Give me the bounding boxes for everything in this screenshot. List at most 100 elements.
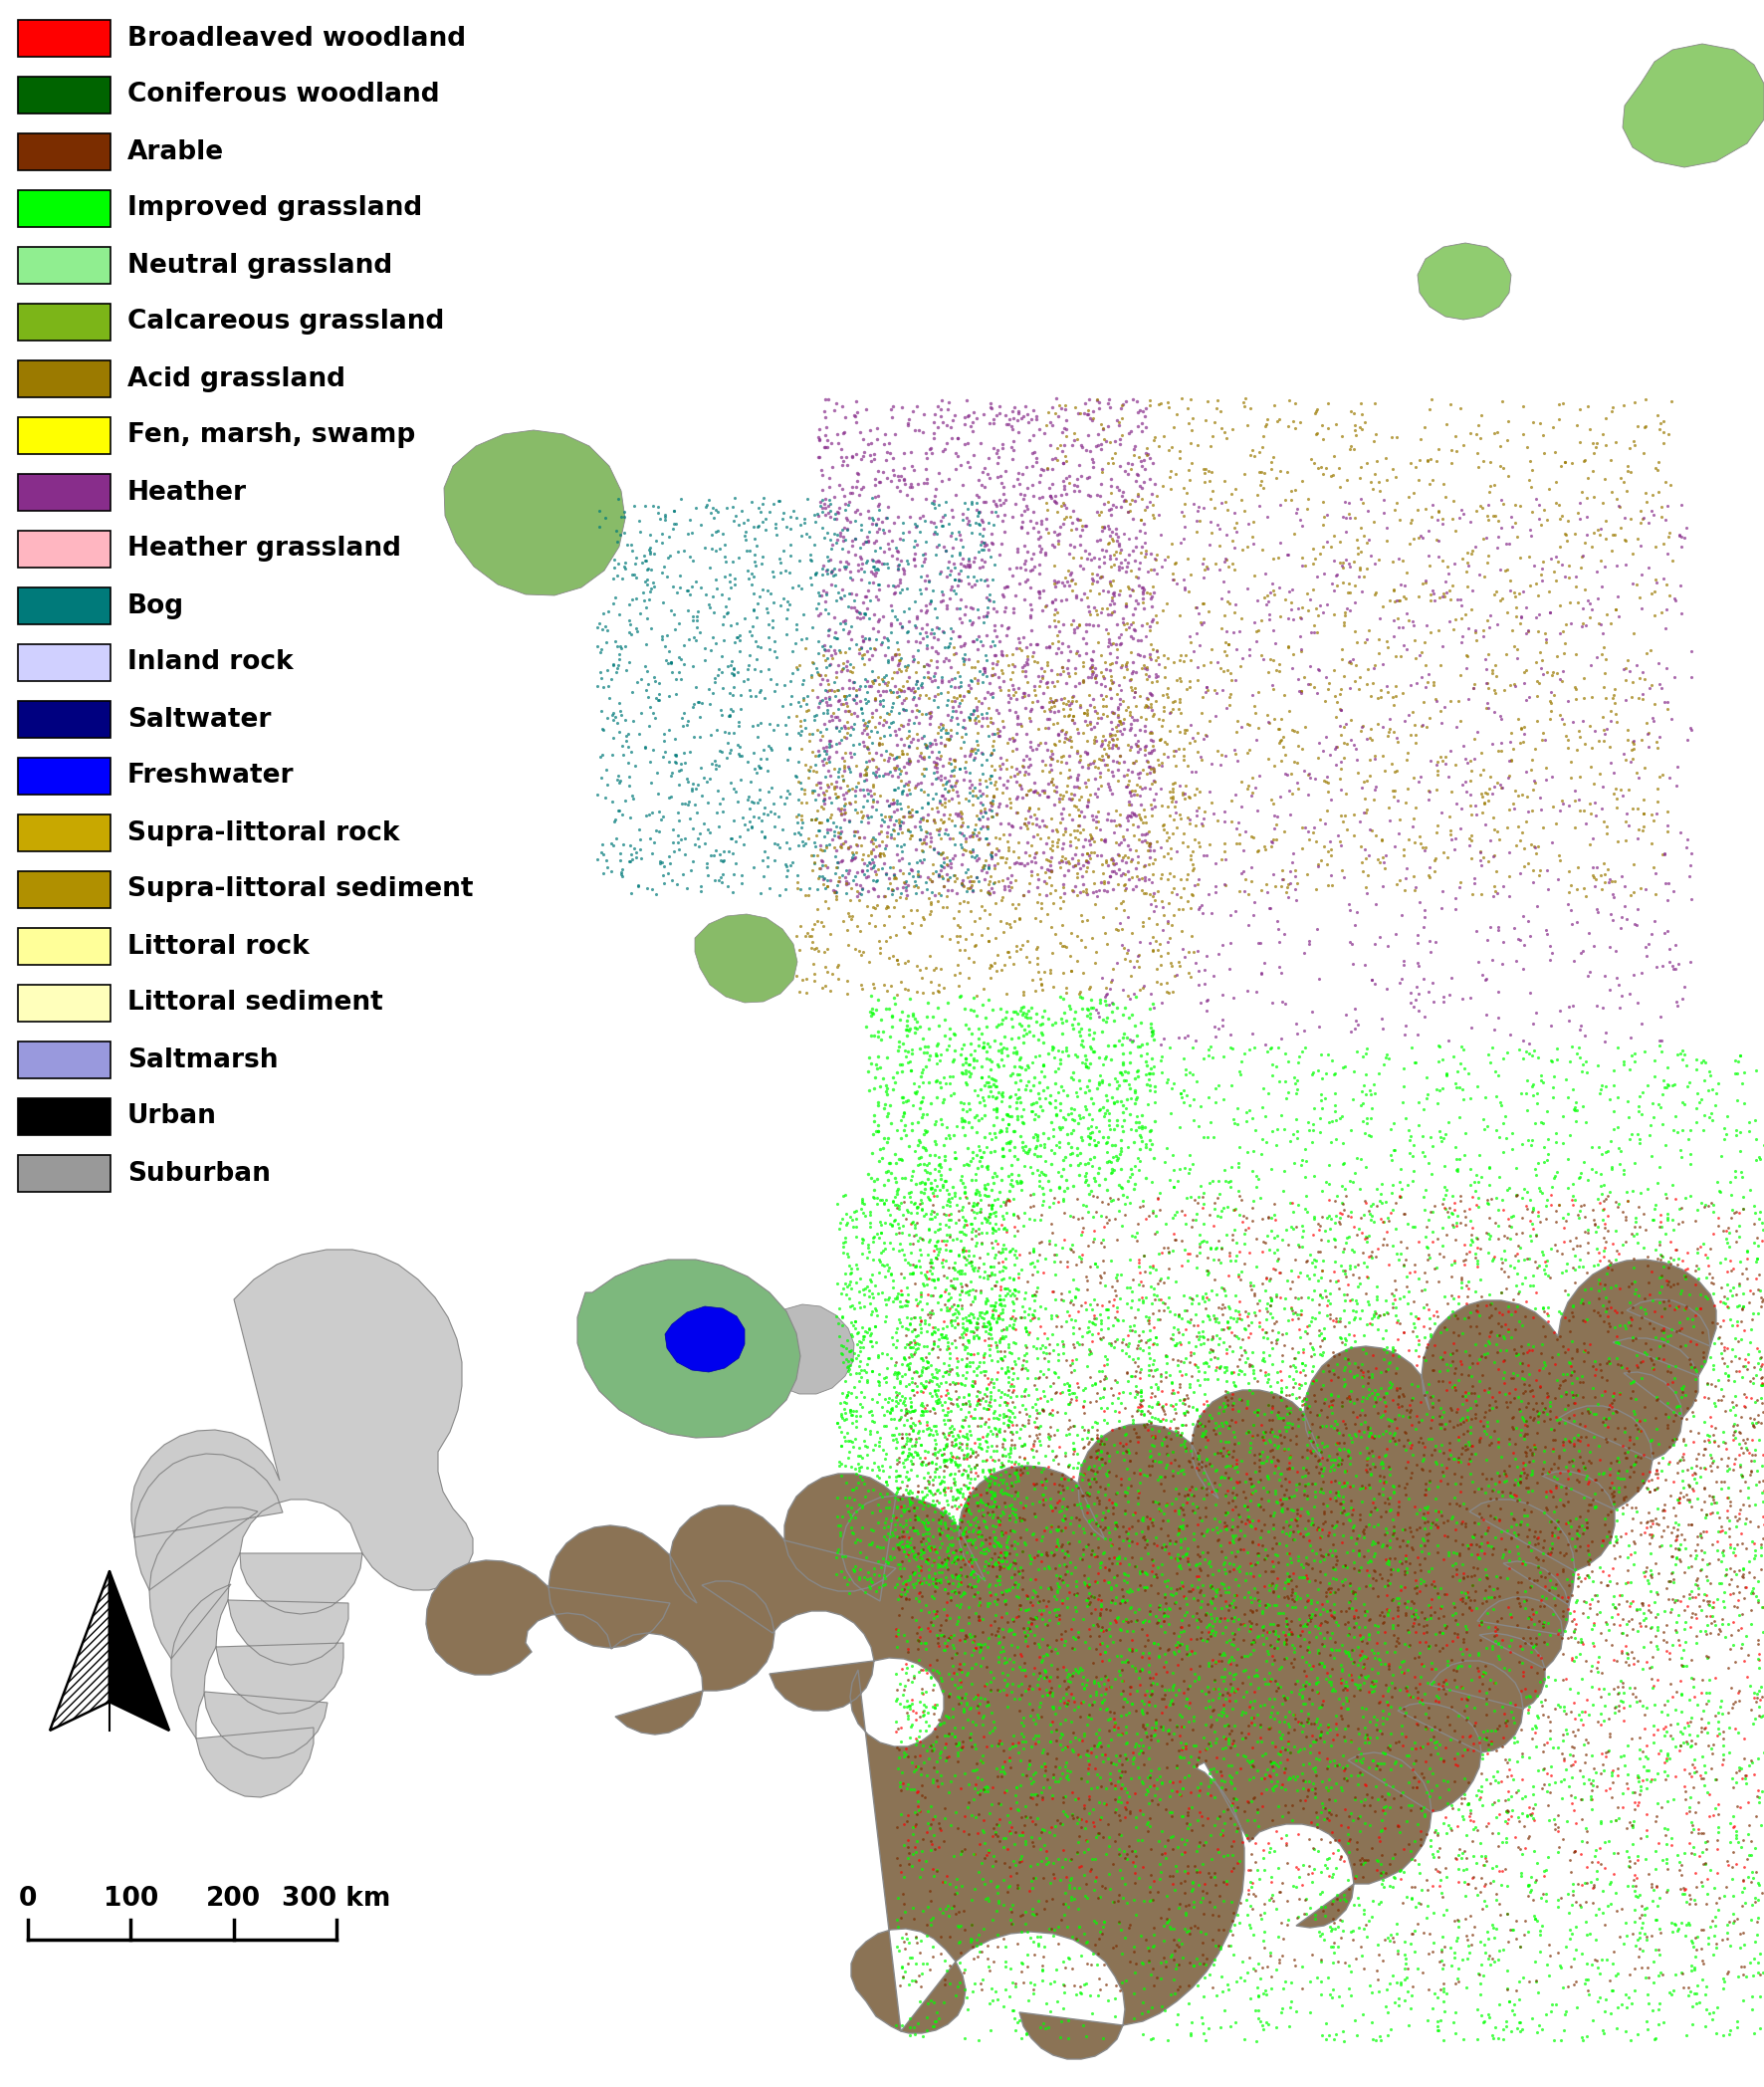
Point <box>1141 1703 1170 1736</box>
Point <box>1224 1611 1252 1645</box>
Point <box>995 1127 1023 1160</box>
Point <box>1492 1793 1521 1826</box>
Point <box>914 730 942 764</box>
Point <box>1051 501 1080 534</box>
Point <box>1101 710 1129 743</box>
Point <box>951 1367 979 1400</box>
Point <box>1475 672 1503 705</box>
Point <box>1667 1695 1695 1728</box>
Point <box>1591 1225 1619 1258</box>
Point <box>1177 707 1205 741</box>
Point <box>1224 1569 1252 1603</box>
Point <box>1535 1258 1563 1292</box>
Point <box>1371 1782 1399 1816</box>
Point <box>1284 1367 1312 1400</box>
Point <box>893 1004 921 1037</box>
Point <box>1132 490 1161 524</box>
Point <box>1554 1461 1582 1494</box>
Point <box>820 518 848 551</box>
Point <box>1028 1000 1057 1033</box>
Point <box>1050 568 1078 601</box>
Point <box>933 1450 961 1484</box>
Point <box>1028 1488 1057 1521</box>
Point <box>1378 419 1406 453</box>
Point <box>1230 1607 1258 1640</box>
Point <box>1600 1642 1628 1676</box>
Point <box>1267 1738 1295 1772</box>
Point <box>1162 797 1191 831</box>
Point <box>1418 1720 1446 1753</box>
Point <box>1215 1461 1244 1494</box>
Point <box>1203 1524 1231 1557</box>
Point <box>1517 1473 1545 1507</box>
Point <box>956 1390 984 1423</box>
Point <box>826 831 854 864</box>
Point <box>868 1248 896 1281</box>
Point <box>878 643 907 676</box>
Point <box>1108 1605 1136 1638</box>
Point <box>677 772 706 806</box>
Point <box>1355 1617 1383 1651</box>
Point <box>975 1467 1004 1501</box>
Point <box>1021 902 1050 935</box>
Point <box>1438 1789 1466 1822</box>
Point <box>1108 674 1136 707</box>
Point <box>1681 1363 1709 1396</box>
Point <box>1094 1407 1122 1440</box>
Point <box>1141 599 1170 632</box>
Point <box>1018 1864 1046 1897</box>
Point <box>1150 1294 1178 1327</box>
Point <box>1469 1655 1498 1688</box>
Point <box>1330 1845 1358 1878</box>
Point <box>1632 382 1660 415</box>
Point <box>1475 1528 1503 1561</box>
Point <box>1191 1501 1219 1534</box>
Point <box>1281 386 1309 419</box>
Point <box>951 1546 979 1580</box>
Point <box>979 1820 1007 1853</box>
Point <box>871 1490 900 1524</box>
Point <box>1057 1060 1085 1094</box>
Point <box>1177 1567 1205 1601</box>
Point <box>924 457 953 490</box>
Point <box>1565 1202 1593 1236</box>
Point <box>894 799 923 833</box>
Point <box>1058 1409 1087 1442</box>
Point <box>1413 1603 1441 1636</box>
Point <box>1011 1311 1039 1344</box>
Point <box>967 1050 995 1083</box>
Point <box>1237 1582 1265 1615</box>
Point <box>1120 430 1148 463</box>
Point <box>886 881 914 914</box>
Point <box>1132 438 1161 472</box>
Point <box>1087 1586 1115 1620</box>
Point <box>1240 897 1268 931</box>
Point <box>1288 1868 1316 1901</box>
Point <box>993 1039 1021 1073</box>
Point <box>995 1173 1023 1206</box>
Point <box>882 829 910 862</box>
Point <box>1020 1897 1048 1930</box>
Point <box>1291 1764 1319 1797</box>
Point <box>1000 1526 1028 1559</box>
Point <box>1408 1405 1436 1438</box>
Point <box>873 1478 901 1511</box>
Point <box>1115 1023 1143 1056</box>
Point <box>919 2010 947 2043</box>
Point <box>981 1480 1009 1513</box>
Point <box>803 655 831 689</box>
Point <box>995 672 1023 705</box>
Point <box>1528 1336 1556 1369</box>
Point <box>921 1432 949 1465</box>
Point <box>593 753 621 787</box>
Point <box>1087 728 1115 762</box>
Point <box>1739 1561 1764 1594</box>
Point <box>1489 925 1517 958</box>
Point <box>1330 799 1358 833</box>
Point <box>1318 1634 1346 1668</box>
Point <box>1037 1572 1065 1605</box>
Point <box>1529 716 1558 749</box>
Point <box>903 716 931 749</box>
Point <box>914 1521 942 1555</box>
Point <box>1623 1473 1651 1507</box>
